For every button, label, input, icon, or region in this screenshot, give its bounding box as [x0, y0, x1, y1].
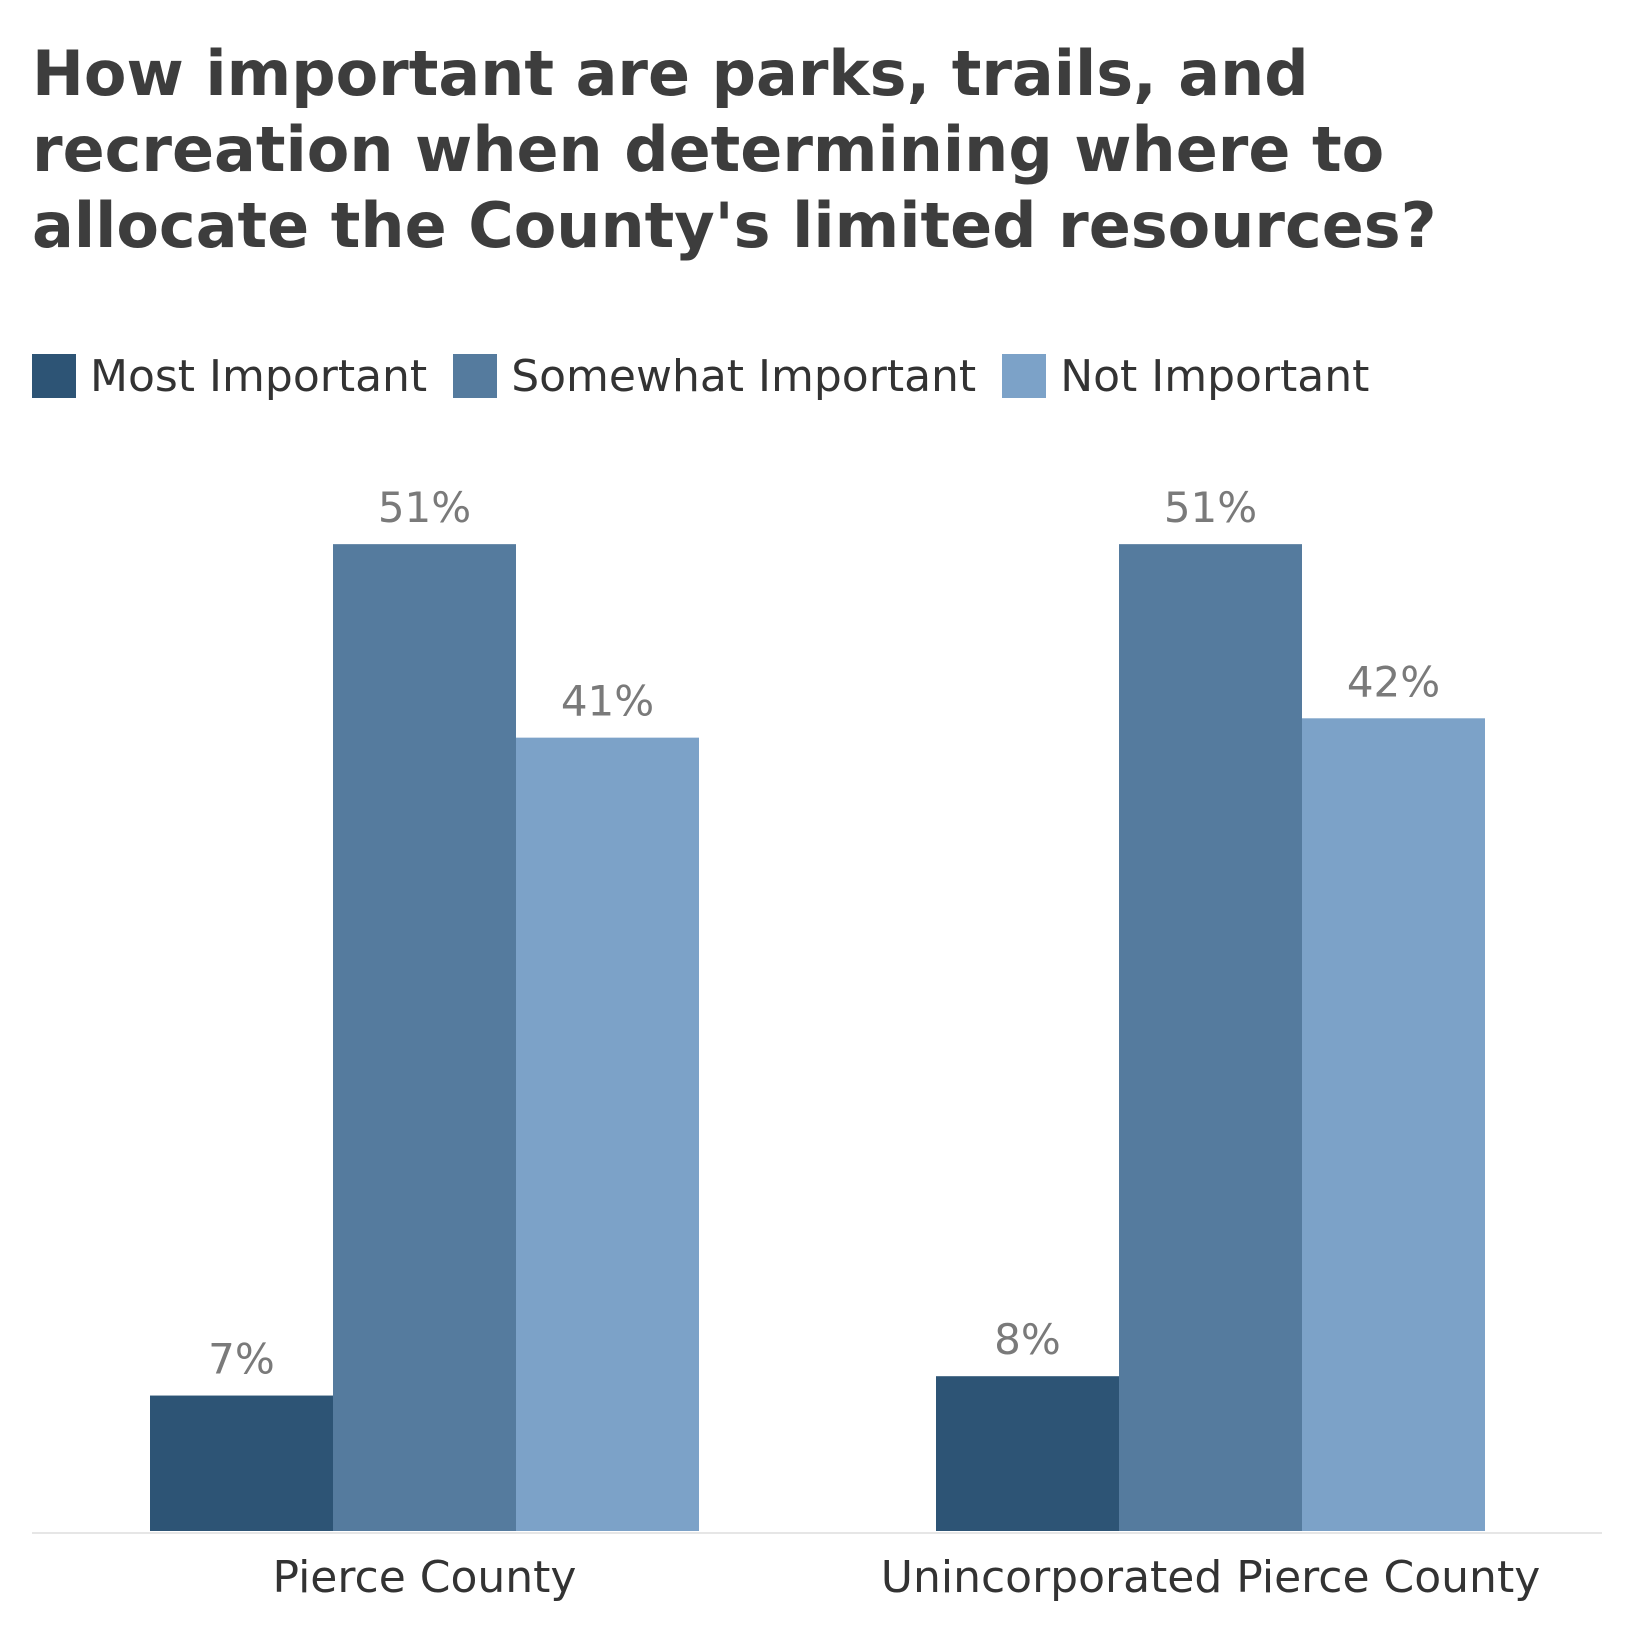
bar-not-important-1	[516, 737, 699, 1531]
legend-label-somewhat-important: Somewhat Important	[511, 350, 977, 402]
legend-swatch-not-important	[1002, 354, 1047, 398]
data-label-not-important-2: 42%	[1347, 657, 1440, 706]
legend-label-most-important: Most Important	[90, 350, 428, 402]
bar-most-important-1	[150, 1395, 333, 1531]
bar-most-important-2	[936, 1376, 1119, 1531]
chart-title: How important are parks, trails, and rec…	[32, 37, 1437, 262]
legend: Most Important Somewhat Important Not Im…	[32, 351, 1395, 402]
data-label-most-important-1: 7%	[208, 1335, 275, 1384]
x-tick-label-1: Pierce County	[273, 1552, 577, 1603]
data-label-not-important-1: 41%	[561, 677, 654, 726]
data-label-somewhat-important-2: 51%	[1164, 483, 1257, 532]
data-label-somewhat-important-1: 51%	[378, 483, 471, 532]
legend-item-not-important: Not Important	[1002, 351, 1369, 402]
bar-somewhat-important-2	[1119, 544, 1302, 1531]
legend-item-most-important: Most Important	[32, 351, 427, 402]
legend-item-somewhat-important: Somewhat Important	[453, 351, 976, 402]
bar-somewhat-important-1	[333, 544, 516, 1531]
x-tick-label-2: Unincorporated Pierce County	[881, 1552, 1540, 1603]
legend-swatch-most-important	[32, 354, 76, 398]
legend-label-not-important: Not Important	[1060, 350, 1370, 402]
data-label-most-important-2: 8%	[994, 1315, 1061, 1364]
bar-not-important-2	[1302, 718, 1485, 1531]
legend-swatch-somewhat-important	[453, 354, 498, 398]
